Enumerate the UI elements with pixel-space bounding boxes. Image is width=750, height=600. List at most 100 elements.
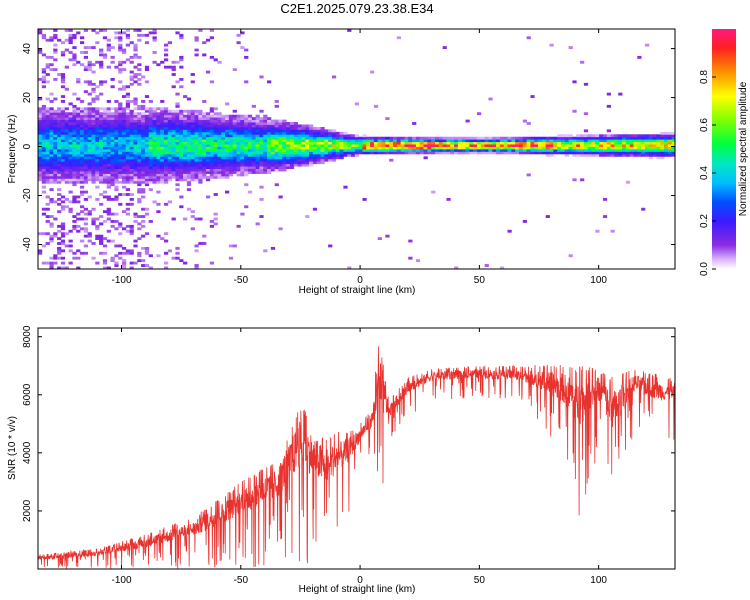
spectrogram-cell: [263, 117, 268, 121]
spectrogram-cell: [91, 146, 96, 150]
spectrogram-cell: [228, 171, 234, 174]
spectrogram-cell: [118, 156, 123, 160]
spectrogram-cell: [213, 114, 218, 118]
spectrogram-cell: [49, 92, 54, 96]
spectrogram-cell: [45, 141, 50, 145]
spectrogram-cell: [614, 139, 619, 143]
spectrogram-cell: [171, 151, 176, 155]
spectrogram-cell: [263, 114, 268, 118]
spectrogram-cell: [60, 239, 66, 243]
spectrogram-cell: [629, 149, 634, 152]
spectrogram-cell: [137, 73, 142, 76]
spectrogram-cell: [244, 156, 249, 160]
spectrogram-cell: [95, 261, 100, 265]
spectrogram-cell: [83, 146, 89, 150]
spectrogram-cell: [400, 151, 405, 155]
spectrogram-cell: [57, 173, 62, 177]
spectrogram-cell: [385, 141, 390, 145]
spectrogram-cell: [557, 149, 562, 152]
spectrogram-cell: [87, 156, 92, 160]
spectrogram-cell: [64, 29, 69, 32]
spectrogram-cell: [419, 144, 424, 147]
spectrogram-cell: [240, 156, 245, 160]
spectrogram-cell: [335, 136, 340, 140]
spectrogram-cell: [141, 136, 146, 140]
spectrogram-cell: [72, 141, 77, 145]
spectrogram-cell: [102, 146, 108, 150]
spectrogram-cell: [205, 139, 211, 143]
spectrogram-cell: [526, 146, 531, 150]
spectrogram-cell: [221, 156, 226, 160]
spectrogram-cell: [263, 122, 268, 125]
spectrogram-cell: [102, 36, 108, 40]
spectrogram-cell: [144, 129, 150, 133]
spectrogram-cell: [240, 114, 245, 118]
spectrogram-cell: [339, 134, 344, 138]
spectrogram-cell: [267, 168, 272, 172]
spectrogram-cell: [278, 149, 283, 152]
spectrogram-cell: [53, 144, 58, 147]
spectrogram-cell: [328, 149, 333, 152]
spectrogram-cell: [331, 149, 337, 152]
spectrogram-cell: [125, 92, 131, 96]
spectrogram-cell: [454, 141, 459, 145]
spectrogram-cell: [274, 144, 279, 147]
spectrogram-cell: [312, 207, 318, 211]
spectrogram-cell: [274, 131, 279, 135]
spectrogram-cell: [454, 139, 459, 143]
spectrogram-cell: [274, 122, 279, 125]
spectrogram-cell: [301, 124, 306, 128]
spectrogram-cell: [496, 141, 501, 145]
spectrogram-cell: [606, 104, 611, 108]
spectrogram-cell: [671, 139, 675, 143]
spectrogram-cell: [38, 119, 43, 123]
spectrogram-cell: [572, 153, 577, 157]
spectrogram-cell: [263, 144, 268, 147]
spectrogram-cell: [72, 55, 77, 59]
spectrogram-cell: [244, 126, 249, 130]
spectrogram-cell: [232, 114, 237, 118]
spectrogram-cell: [454, 136, 459, 140]
spectrogram-cell: [438, 149, 444, 152]
spectrogram-cell: [324, 134, 329, 138]
spectrogram-cell: [118, 126, 123, 130]
spectrogram-cell: [496, 149, 501, 152]
spectrogram-cell: [76, 171, 81, 174]
spectrogram-cell: [564, 134, 569, 138]
spectrogram-cell: [209, 220, 214, 223]
spectrogram-cell: [305, 158, 310, 162]
spectrogram-cell: [156, 158, 161, 162]
spectrogram-cell: [396, 144, 402, 147]
spectrogram-cell: [316, 134, 321, 138]
spectrogram-cell: [267, 80, 272, 84]
spectrogram-cell: [427, 146, 432, 150]
spectrogram-cell: [492, 139, 497, 143]
spectrogram-cell: [186, 183, 192, 187]
spectrogram-cell: [76, 224, 81, 228]
spectrogram-cell: [171, 136, 176, 140]
spectrogram-cell: [221, 166, 226, 169]
spectrogram-cell: [190, 131, 195, 135]
spectrogram-cell: [183, 109, 188, 113]
spectrogram-cell: [217, 161, 222, 165]
spectrogram-cell: [167, 141, 173, 145]
spectrogram-cell: [511, 146, 516, 150]
spectrogram-cell: [247, 122, 253, 125]
spectrogram-cell: [49, 122, 54, 125]
spectrogram-cell: [114, 180, 119, 184]
spectrogram-cell: [141, 114, 146, 118]
spectrogram-cell: [114, 100, 119, 103]
spectrogram-cell: [228, 168, 234, 172]
spectrogram-cell: [194, 149, 199, 152]
spectrogram-cell: [87, 107, 92, 111]
spectrogram-cell: [247, 114, 253, 118]
spectrogram-cell: [186, 114, 192, 118]
spectrogram-cell: [583, 136, 589, 140]
spectrogram-cell: [41, 151, 47, 155]
spectrogram-cell: [38, 77, 43, 81]
spectrogram-cell: [53, 58, 58, 62]
spectrogram-cell: [354, 146, 360, 150]
spectrogram-cell: [209, 224, 214, 228]
spectrogram-cell: [591, 144, 596, 147]
spectrogram-cell: [293, 156, 298, 160]
